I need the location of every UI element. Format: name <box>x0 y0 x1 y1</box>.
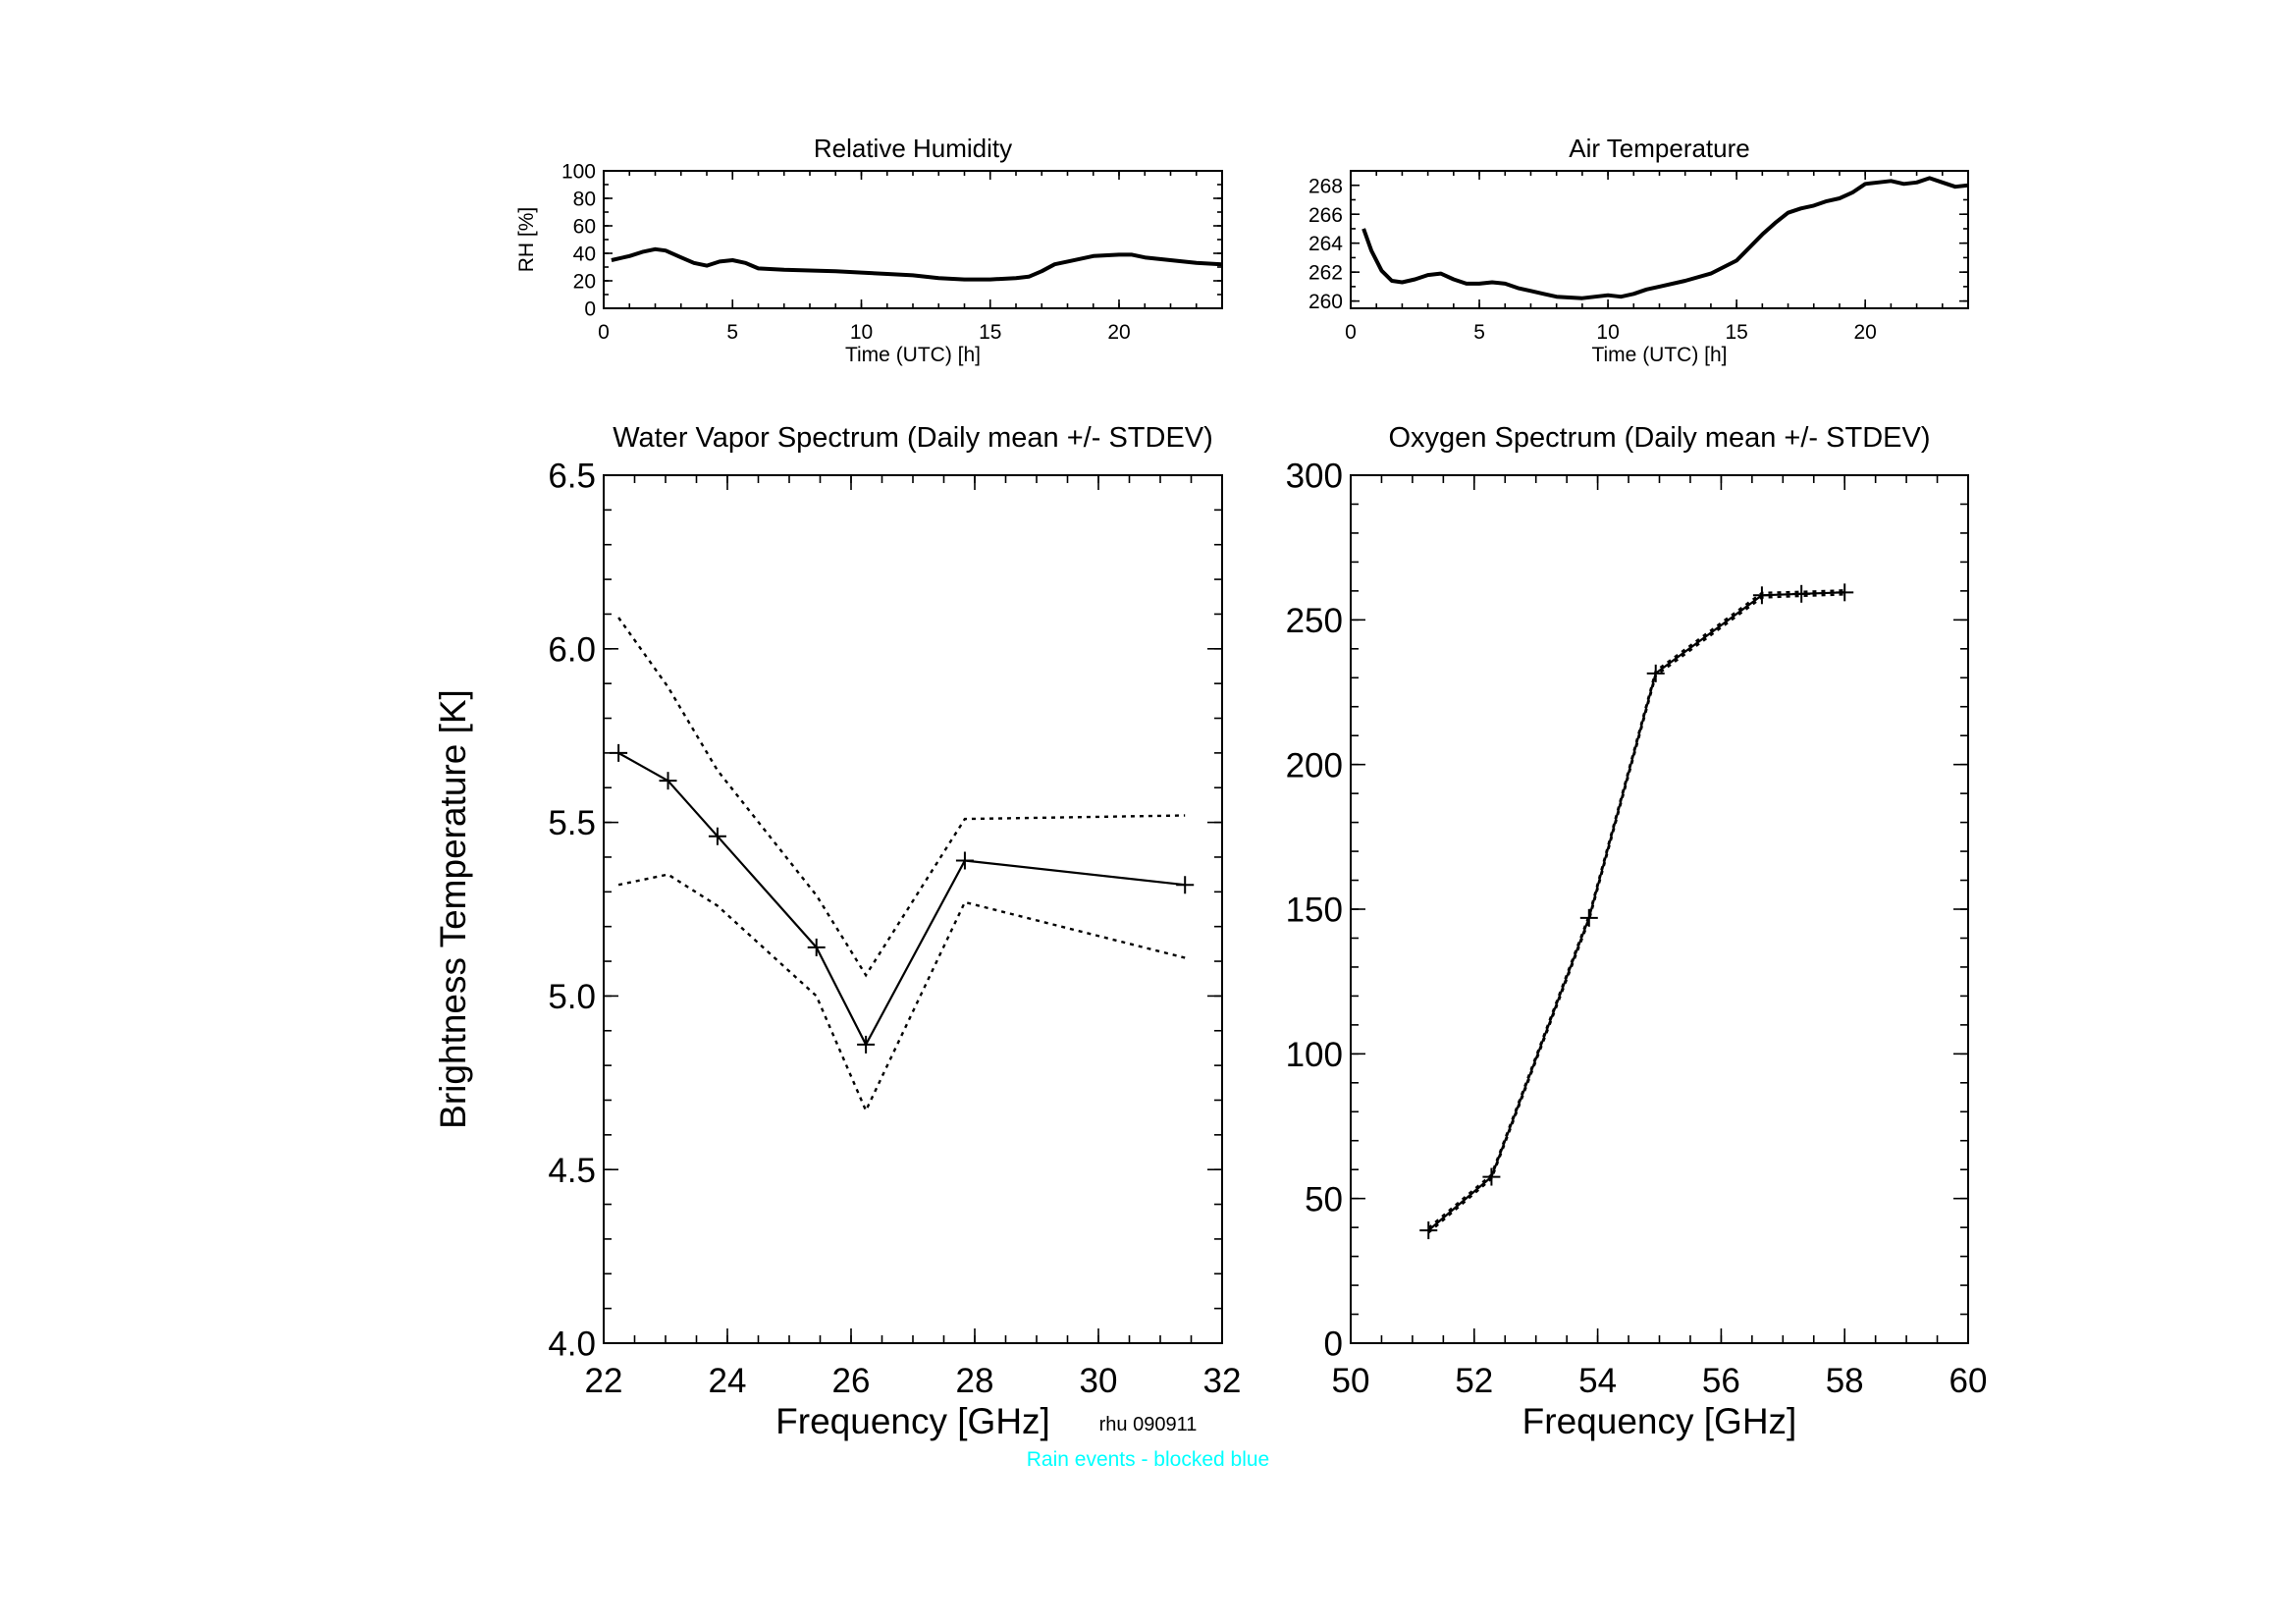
plot-frame <box>603 170 1223 309</box>
y-axis-label: RH [%] <box>515 207 538 273</box>
y-tick-label: 5.5 <box>548 804 596 842</box>
y-tick-label: 40 <box>573 243 596 266</box>
y-tick-label: 266 <box>1308 204 1343 227</box>
x-axis-label: Frequency [GHz] <box>1522 1401 1797 1441</box>
mean-line <box>617 751 1186 1047</box>
x-tick-label: 54 <box>1578 1362 1617 1400</box>
time-series-line <box>611 246 1222 282</box>
data-point-marker <box>807 938 826 956</box>
data-point-marker <box>1836 583 1854 602</box>
data-point-marker <box>1579 908 1598 927</box>
upper-stdev-line <box>1427 589 1845 1229</box>
y-tick-label: 100 <box>561 161 596 184</box>
y-tick-label: 262 <box>1308 262 1343 285</box>
data-point-marker <box>708 827 726 845</box>
x-tick-label: 32 <box>1203 1362 1242 1400</box>
y-tick-label: 0 <box>584 298 596 321</box>
x-tick-label: 10 <box>1596 321 1619 344</box>
lower-stdev-line <box>617 873 1186 1114</box>
rain-events-note: Rain events - blocked blue <box>1026 1448 1270 1471</box>
plot-area <box>617 617 1186 1114</box>
data-point-marker <box>1176 876 1195 894</box>
data-point-marker <box>610 743 628 762</box>
y-tick-label: 250 <box>1286 602 1343 640</box>
x-tick-label: 30 <box>1080 1362 1118 1400</box>
x-tick-label: 58 <box>1826 1362 1864 1400</box>
chart-title: Relative Humidity <box>814 134 1012 163</box>
x-axis-label: Frequency [GHz] <box>775 1401 1050 1441</box>
x-tick-label: 0 <box>1345 321 1357 344</box>
plot-area <box>611 246 1222 282</box>
y-tick-label: 4.0 <box>548 1325 596 1364</box>
temp-chart: 0 5 10 15 20 260 262 264 266 268 Air Temperature Ti… <box>1308 134 1969 366</box>
y-tick-label: 200 <box>1286 746 1343 784</box>
lower-stdev-line <box>1427 593 1845 1234</box>
plot-frame <box>603 474 1223 1344</box>
x-tick-label: 26 <box>832 1362 871 1400</box>
y-tick-label: 264 <box>1308 233 1343 255</box>
data-point-marker <box>1419 1221 1438 1240</box>
y-tick-label: 60 <box>573 216 596 239</box>
upper-stdev-line <box>617 617 1186 978</box>
y-tick-label: 20 <box>573 271 596 294</box>
x-axis-label: Time (UTC) [h] <box>845 344 981 366</box>
wv-chart: 22 24 26 28 30 32 4.0 4.5 5.0 5.5 6.0 6.5 Water Vapo… <box>433 422 1241 1441</box>
x-tick-label: 22 <box>585 1362 623 1400</box>
x-tick-label: 60 <box>1949 1362 1988 1400</box>
plot-frame <box>1350 474 1969 1344</box>
x-tick-label: 52 <box>1455 1362 1493 1400</box>
data-point-marker <box>857 1035 876 1054</box>
y-tick-label: 268 <box>1308 175 1343 197</box>
data-point-marker <box>1792 584 1811 603</box>
data-point-marker <box>659 772 677 790</box>
data-point-marker <box>1482 1167 1501 1186</box>
x-tick-label: 10 <box>850 321 873 344</box>
data-point-marker <box>1752 586 1771 605</box>
y-tick-label: 80 <box>573 189 596 211</box>
x-tick-label: 56 <box>1702 1362 1740 1400</box>
plot-area <box>1427 589 1845 1234</box>
y-tick-label: 100 <box>1286 1036 1343 1074</box>
x-tick-label: 20 <box>1853 321 1876 344</box>
x-tick-label: 28 <box>956 1362 994 1400</box>
y-tick-label: 300 <box>1286 458 1343 496</box>
chart-title: Water Vapor Spectrum (Daily mean +/- STD… <box>613 422 1213 454</box>
y-tick-label: 6.5 <box>548 458 596 496</box>
x-tick-label: 24 <box>709 1362 747 1400</box>
plot-area <box>1362 176 1968 300</box>
y-tick-label: 50 <box>1305 1180 1343 1218</box>
x-axis-label: Time (UTC) [h] <box>1591 344 1727 366</box>
chart-title: Air Temperature <box>1569 134 1750 163</box>
y-tick-label: 0 <box>1324 1325 1343 1364</box>
data-point-marker <box>1646 664 1665 682</box>
y-tick-label: 5.0 <box>548 978 596 1016</box>
x-tick-label: 5 <box>726 321 738 344</box>
station-date-label: rhu 090911 <box>1098 1414 1198 1435</box>
chart-title: Oxygen Spectrum (Daily mean +/- STDEV) <box>1389 422 1931 454</box>
x-tick-label: 50 <box>1332 1362 1370 1400</box>
y-tick-label: 6.0 <box>548 630 596 669</box>
y-tick-label: 260 <box>1308 291 1343 313</box>
x-tick-label: 15 <box>979 321 1001 344</box>
mean-line <box>1427 591 1845 1231</box>
x-tick-label: 20 <box>1107 321 1130 344</box>
y-axis-label: Brightness Temperature [K] <box>433 689 473 1129</box>
x-tick-label: 15 <box>1725 321 1747 344</box>
x-tick-label: 5 <box>1473 321 1485 344</box>
x-tick-label: 0 <box>598 321 610 344</box>
y-tick-label: 150 <box>1286 892 1343 930</box>
y-tick-label: 4.5 <box>548 1152 596 1190</box>
data-point-marker <box>955 851 974 870</box>
time-series-line <box>1362 176 1968 300</box>
rh-chart: 0 5 10 15 20 0 20 40 60 80 100 Relative Humidity Tim… <box>515 134 1223 366</box>
